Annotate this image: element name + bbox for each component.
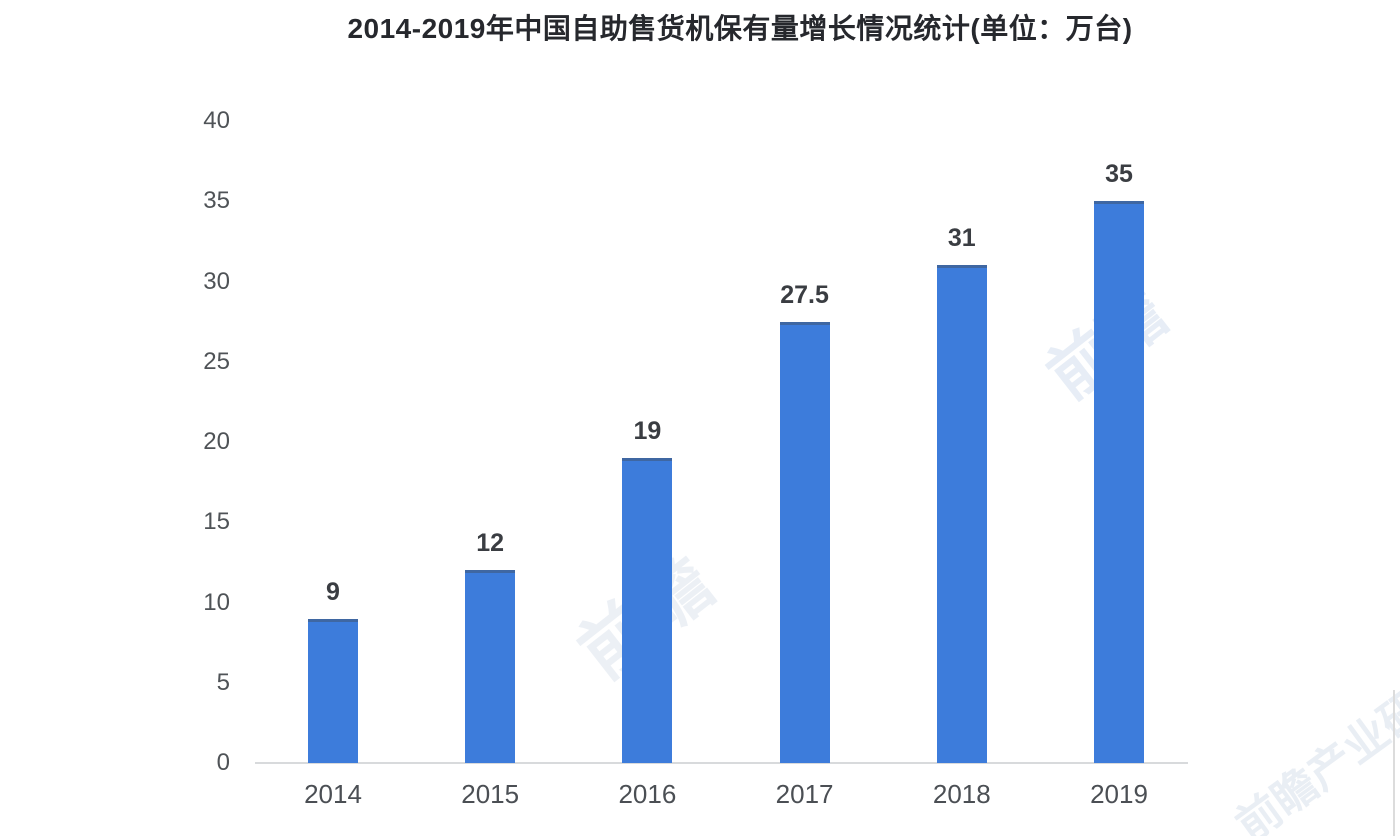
y-tick-label: 20 [203,428,230,455]
y-tick-label: 35 [203,187,230,215]
y-tick-label: 30 [203,267,230,295]
y-tick-label: 40 [203,107,230,134]
bar-value-label: 31 [947,224,976,253]
chart-title: 2014-2019年中国自助售货机保有量增长情况统计(单位：万台) [347,13,1133,44]
x-tick-label: 2016 [618,779,677,809]
y-tick-label: 25 [203,347,230,375]
bar-value-label: 27.5 [780,280,829,309]
screenshot-edge-line [1393,690,1395,836]
bar-2016 [622,458,673,763]
y-tick-label: 15 [203,508,230,536]
y-tick-label: 0 [216,749,230,776]
bar-2015 [465,570,516,763]
x-tick-label: 2019 [1090,779,1148,809]
x-tick-label: 2017 [775,779,834,809]
x-tick-label: 2015 [461,779,520,809]
bar-2018 [936,265,987,763]
bar-2017 [779,321,830,763]
bar-value-label: 9 [326,577,340,606]
bar-value-label: 19 [633,417,662,446]
y-tick-label: 5 [216,668,230,696]
bar-2014 [308,618,358,763]
bar-2019 [1094,201,1144,763]
x-tick-label: 2018 [932,779,991,809]
bar-value-label: 12 [476,529,505,558]
x-tick-label: 2014 [304,779,362,809]
y-tick-label: 10 [203,588,230,616]
x-axis-line [255,762,1188,764]
bar-value-label: 35 [1105,160,1133,189]
watermark: 前瞻产业研究院 [1227,630,1400,836]
